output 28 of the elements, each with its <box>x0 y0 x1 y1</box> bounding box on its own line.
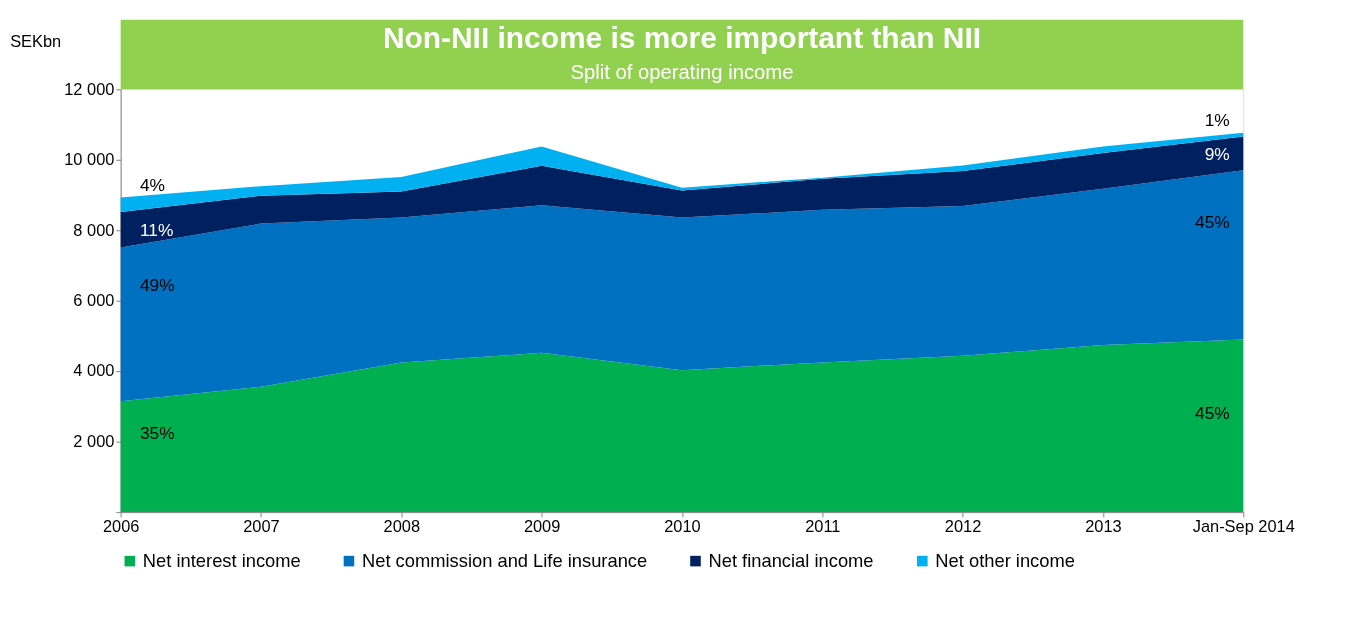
chart-subtitle: Split of operating income <box>570 60 794 83</box>
x-tick-label: 2010 <box>664 516 701 535</box>
chart-title: Non-NII income is more important than NII <box>382 20 982 54</box>
x-tick-label: Jan-Sep 2014 <box>1192 516 1295 535</box>
annotation: 1% <box>1204 109 1230 130</box>
x-tick-label: 2006 <box>102 516 140 535</box>
annotation: 45% <box>1195 212 1230 233</box>
legend-label: Net interest income <box>142 549 301 571</box>
legend-label: Net financial income <box>708 549 874 571</box>
x-tick-label: 2011 <box>805 516 841 535</box>
y-tick-label: 10 000 <box>64 150 115 169</box>
y-tick-label: 2 000 <box>73 431 115 450</box>
annotation: 49% <box>139 275 175 296</box>
y-tick-label: 4 000 <box>73 361 115 380</box>
x-tick-label: 2007 <box>243 516 280 535</box>
x-tick-label: 2012 <box>944 516 982 535</box>
y-tick-label: 12 000 <box>64 79 115 98</box>
annotation: 9% <box>1204 144 1230 165</box>
x-tick-label: 2008 <box>383 516 421 535</box>
y-axis-title: SEKbn <box>10 32 62 51</box>
x-tick-label: 2013 <box>1085 516 1122 535</box>
annotation: 4% <box>139 174 166 195</box>
y-tick-label: 8 000 <box>73 220 115 239</box>
y-tick-label: 6 000 <box>73 291 115 310</box>
x-tick-label: 2009 <box>523 516 561 535</box>
annotation: 11% <box>139 220 174 241</box>
legend-label: Net commission and Life insurance <box>361 549 648 571</box>
legend-label: Net other income <box>935 549 1075 571</box>
